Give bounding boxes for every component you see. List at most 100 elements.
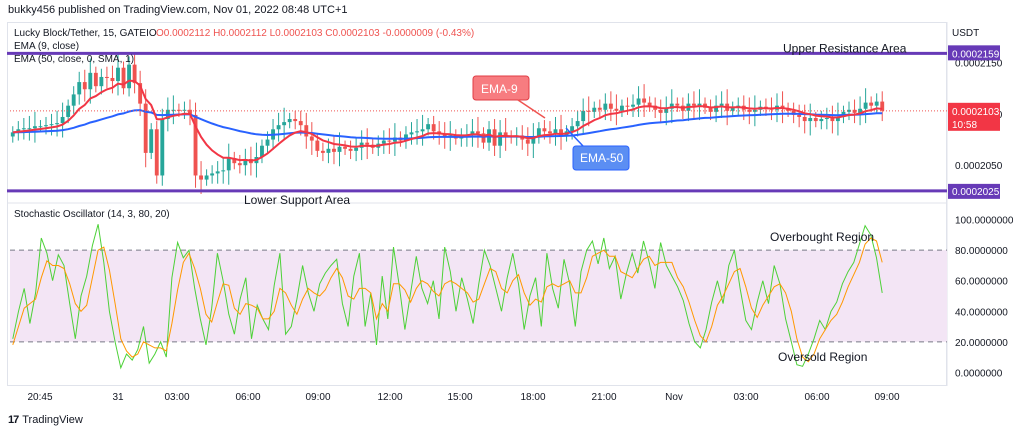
candle-body: [835, 116, 840, 122]
candle-body: [830, 118, 835, 122]
candle-body: [116, 67, 120, 82]
candle-body: [182, 109, 187, 111]
time-tick-label: 18:00: [520, 392, 545, 403]
candle-body: [536, 128, 541, 138]
publish-line: bukky456 published on TradingView.com, N…: [8, 4, 348, 16]
candle-body: [293, 119, 298, 122]
candle-body: [404, 134, 408, 141]
candle-body: [154, 129, 159, 176]
candle-body: [863, 102, 868, 109]
candle-body: [188, 109, 192, 115]
publish-header: bukky456 published on TradingView.com, N…: [0, 0, 1024, 22]
resistance-price-label: 0.0002159: [952, 49, 1000, 60]
candle-body: [647, 102, 652, 106]
candle-body: [575, 121, 580, 127]
stochastic-d-line: [12, 237, 883, 363]
candle-body: [592, 107, 597, 112]
candle-body: [343, 146, 347, 149]
ema-9-callout-pointer: [517, 99, 546, 119]
candle-body: [104, 76, 109, 78]
candle-body: [559, 129, 563, 136]
candle-body: [171, 109, 176, 111]
candle-body: [298, 121, 303, 126]
last-price-label: 0.0002103: [952, 107, 1000, 118]
price-tick-label: 0.0002050: [955, 161, 1003, 172]
stochastic-legend: Stochastic Oscillator (14, 3, 80, 20): [14, 209, 170, 220]
candle-body: [797, 114, 802, 117]
symbol-legend: Lucky Block/Tether, 15, GATEIO: [14, 28, 157, 39]
candle-body: [348, 148, 353, 151]
candle-body: [597, 107, 602, 110]
stochastic-tick-label: 80.0000000: [955, 246, 1008, 257]
candle-body: [365, 142, 370, 145]
candle-body: [669, 103, 674, 109]
candle-body: [730, 107, 735, 111]
lower-support-label: Lower Support Area: [244, 193, 350, 207]
candle-body: [121, 67, 126, 89]
candle-body: [675, 103, 680, 106]
upper-resistance-label: Upper Resistance Area: [783, 41, 907, 55]
candle-body: [714, 105, 719, 112]
support-price-tag: [948, 183, 1000, 199]
tradingview-footer: 17 TradingView: [8, 414, 83, 426]
candle-body: [138, 83, 143, 104]
candle-body: [658, 109, 663, 113]
candle-body: [786, 108, 791, 111]
candle-body: [631, 104, 635, 107]
candle-body: [282, 122, 287, 126]
candle-body: [548, 131, 552, 134]
candle-body: [581, 110, 586, 122]
candle-body: [215, 171, 220, 174]
candle-body: [326, 148, 331, 153]
candle-body: [614, 108, 619, 111]
time-tick-label: 12:00: [377, 392, 402, 403]
candle-body: [204, 175, 209, 180]
stochastic-tick-label: 100.0000000: [955, 216, 1014, 227]
candle-body: [858, 108, 863, 113]
candle-body: [55, 123, 60, 125]
candle-body: [708, 107, 713, 112]
candle-body: [426, 124, 431, 130]
candle-body: [415, 131, 419, 133]
ema-50-callout-box: [572, 145, 630, 171]
tradingview-brand: TradingView: [22, 414, 83, 426]
candle-body: [824, 118, 829, 120]
candle-body: [531, 137, 536, 144]
candle-body: [586, 110, 591, 112]
time-tick-label: 15:00: [447, 392, 472, 403]
candle-body: [525, 139, 530, 144]
stochastic-tick-label: 0.0000000: [955, 368, 1003, 379]
candle-body: [93, 72, 98, 87]
candle-body: [88, 72, 93, 90]
candle-body: [176, 109, 181, 111]
candle-body: [320, 150, 325, 153]
candle-body: [210, 173, 215, 176]
time-tick-label: 09:00: [305, 392, 330, 403]
candle-body: [420, 129, 425, 132]
ema-9-legend: EMA (9, close): [14, 41, 79, 52]
candle-body: [287, 119, 292, 123]
candle-body: [332, 148, 336, 152]
candle-body: [232, 158, 237, 164]
candle-body: [719, 103, 724, 106]
candle-body: [664, 108, 669, 113]
candle-body: [132, 64, 137, 84]
candle-body: [127, 64, 132, 89]
time-tick-label: 06:00: [804, 392, 829, 403]
candle-body: [442, 134, 447, 137]
candle-body: [265, 139, 270, 146]
candle-body: [808, 118, 813, 122]
time-tick-label: 21:00: [591, 392, 616, 403]
ema-50-line: [12, 109, 883, 140]
candle-body: [32, 126, 37, 129]
time-tick-label: 06:00: [235, 392, 260, 403]
candle-body: [625, 105, 630, 107]
candle-body: [237, 163, 242, 166]
candle-body: [149, 129, 154, 153]
candle-body: [813, 118, 818, 122]
candle-body: [481, 133, 486, 143]
ohlc-values: O0.0002112 H0.0002112 L0.0002103 C0.0002…: [156, 28, 474, 39]
ema-9-line: [12, 79, 883, 162]
candle-body: [642, 98, 647, 103]
